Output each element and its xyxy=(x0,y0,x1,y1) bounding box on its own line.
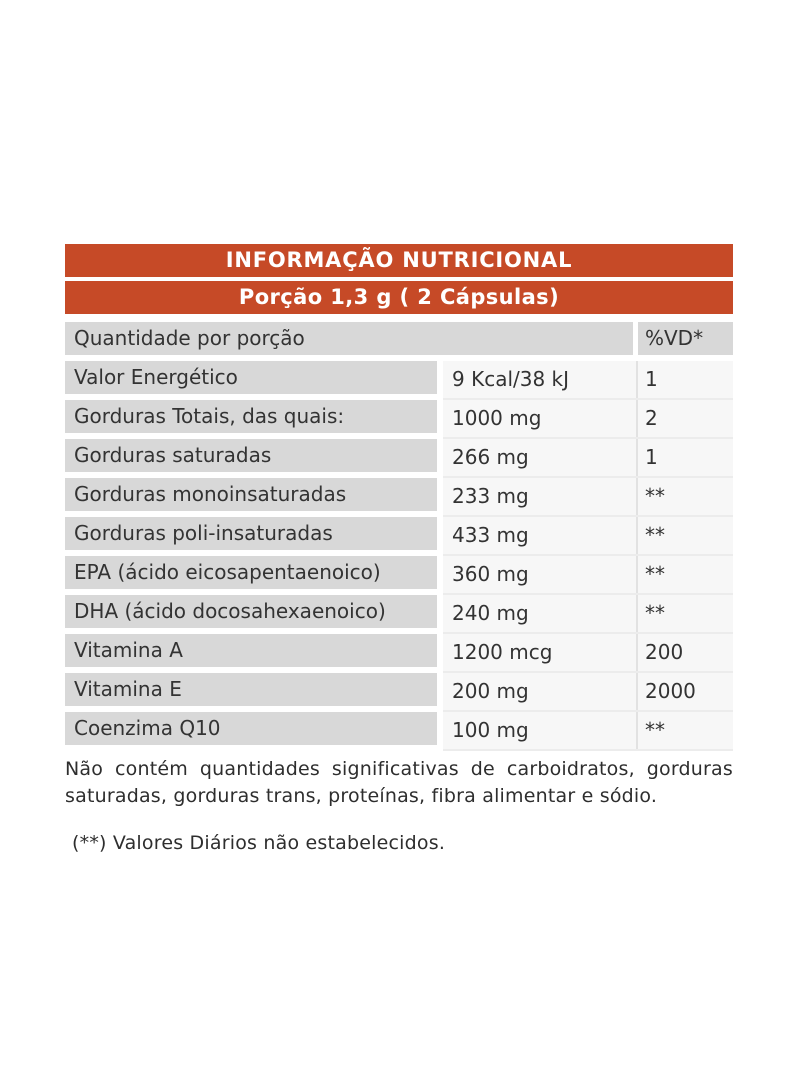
row-values-area: 240 mg ** xyxy=(443,595,733,634)
table-row: Vitamina E 200 mg 2000 xyxy=(65,673,733,712)
nutrient-amount: 100 mg xyxy=(452,718,529,742)
nutrient-vd-percent: 2 xyxy=(636,400,733,437)
nutrient-amount: 200 mg xyxy=(452,679,529,703)
nutrient-vd-percent: ** xyxy=(636,556,733,593)
nutrient-amount: 240 mg xyxy=(452,601,529,625)
nutrient-vd-percent: 2000 xyxy=(636,673,733,710)
table-header-row: Quantidade por porção %VD* xyxy=(65,322,733,361)
nutrient-amount: 1200 mcg xyxy=(452,640,553,664)
row-values-area: 433 mg ** xyxy=(443,517,733,556)
nutrient-name: DHA (ácido docosahexaenoico) xyxy=(65,595,437,628)
nutrition-facts-table: INFORMAÇÃO NUTRICIONAL Porção 1,3 g ( 2 … xyxy=(65,244,733,751)
nutrient-vd-percent: 1 xyxy=(636,361,733,398)
nutrient-name: Vitamina A xyxy=(65,634,437,667)
table-row: Gorduras Totais, das quais: 1000 mg 2 xyxy=(65,400,733,439)
table-row: Coenzima Q10 100 mg ** xyxy=(65,712,733,751)
nutrient-name: Coenzima Q10 xyxy=(65,712,437,745)
column-header-quantity: Quantidade por porção xyxy=(65,322,633,355)
nutrient-name: Gorduras monoinsaturadas xyxy=(65,478,437,511)
table-row: Gorduras saturadas 266 mg 1 xyxy=(65,439,733,478)
footnote-no-significant-amounts: Não contém quantidades significativas de… xyxy=(65,758,733,807)
table-row: EPA (ácido eicosapentaenoico) 360 mg ** xyxy=(65,556,733,595)
nutrient-name: Valor Energético xyxy=(65,361,437,394)
nutrient-vd-percent: 1 xyxy=(636,439,733,476)
nutrient-amount: 266 mg xyxy=(452,445,529,469)
table-body: Valor Energético 9 Kcal/38 kJ 1 Gorduras To… xyxy=(65,361,733,751)
row-values-area: 266 mg 1 xyxy=(443,439,733,478)
nutrient-amount: 1000 mg xyxy=(452,406,542,430)
table-row: Gorduras poli-insaturadas 433 mg ** xyxy=(65,517,733,556)
nutrient-name: Gorduras poli-insaturadas xyxy=(65,517,437,550)
nutrient-name: Gorduras Totais, das quais: xyxy=(65,400,437,433)
table-row: DHA (ácido docosahexaenoico) 240 mg ** xyxy=(65,595,733,634)
row-values-area: 9 Kcal/38 kJ 1 xyxy=(443,361,733,400)
nutrient-vd-percent: ** xyxy=(636,517,733,554)
nutrient-amount: 360 mg xyxy=(452,562,529,586)
row-values-area: 1000 mg 2 xyxy=(443,400,733,439)
nutrient-amount: 433 mg xyxy=(452,523,529,547)
nutrient-amount: 233 mg xyxy=(452,484,529,508)
row-values-area: 100 mg ** xyxy=(443,712,733,751)
nutrient-vd-percent: ** xyxy=(636,478,733,515)
footnote-daily-values: (**) Valores Diários não estabelecidos. xyxy=(72,832,446,854)
column-header-vd: %VD* xyxy=(638,322,733,355)
table-row: Gorduras monoinsaturadas 233 mg ** xyxy=(65,478,733,517)
row-values-area: 233 mg ** xyxy=(443,478,733,517)
footnotes: Não contém quantidades significativas de… xyxy=(65,756,733,854)
table-row: Vitamina A 1200 mcg 200 xyxy=(65,634,733,673)
nutrient-name: Gorduras saturadas xyxy=(65,439,437,472)
table-title: INFORMAÇÃO NUTRICIONAL xyxy=(65,244,733,277)
table-row: Valor Energético 9 Kcal/38 kJ 1 xyxy=(65,361,733,400)
nutrient-amount: 9 Kcal/38 kJ xyxy=(452,367,570,391)
row-values-area: 1200 mcg 200 xyxy=(443,634,733,673)
nutrient-vd-percent: 200 xyxy=(636,634,733,671)
nutrient-name: EPA (ácido eicosapentaenoico) xyxy=(65,556,437,589)
row-values-area: 360 mg ** xyxy=(443,556,733,595)
nutrient-vd-percent: ** xyxy=(636,712,733,749)
row-values-area: 200 mg 2000 xyxy=(443,673,733,712)
portion-subtitle: Porção 1,3 g ( 2 Cápsulas) xyxy=(65,281,733,314)
nutrient-name: Vitamina E xyxy=(65,673,437,706)
nutrient-vd-percent: ** xyxy=(636,595,733,632)
